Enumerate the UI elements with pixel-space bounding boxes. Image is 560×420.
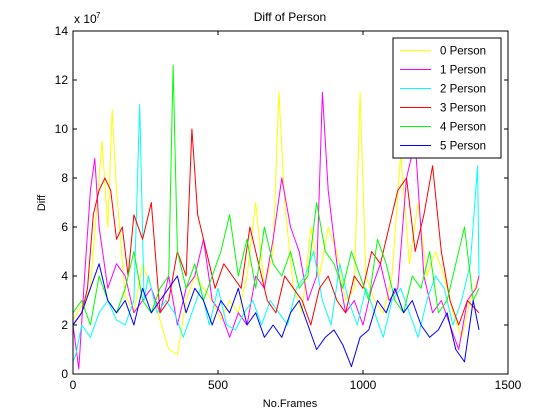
legend: 0 Person 1 Person 2 Person 3 Person 4 Person… [392, 37, 502, 159]
legend-entry-label: 0 Person [440, 46, 486, 58]
series-line-4 [73, 64, 480, 326]
y-tick-label: 6 [61, 220, 68, 234]
y-tick-label: 0 [61, 367, 68, 381]
y-axis-title: Diff [36, 194, 48, 211]
x-tick-label: 500 [208, 378, 228, 392]
legend-entry-label: 4 Person [440, 122, 486, 134]
y-tick-label: 2 [61, 318, 68, 332]
legend-entry-label: 1 Person [440, 65, 486, 77]
x-tick-label: 0 [70, 378, 77, 392]
plot-frame [72, 30, 509, 375]
y-tick-label: 8 [61, 171, 68, 185]
series-line-5 [73, 263, 480, 368]
legend-entry-label: 3 Person [440, 103, 486, 115]
y-tick-label: 10 [55, 122, 69, 136]
chart-title: Diff of Person [254, 10, 326, 24]
y-multiplier-label: x 10 [74, 12, 97, 26]
y-multiplier-exponent: 7 [96, 11, 101, 20]
x-axis-title: No.Frames [263, 398, 318, 410]
series-line-0 [73, 91, 480, 355]
legend-entry-label: 5 Person [440, 141, 486, 153]
series-line-2 [73, 104, 480, 362]
x-tick-label: 1000 [350, 378, 377, 392]
legend-frame [392, 37, 502, 159]
y-tick-label: 12 [55, 73, 69, 87]
series-line-3 [73, 128, 480, 326]
y-tick-label: 4 [61, 269, 68, 283]
legend-entry-label: 2 Person [440, 84, 486, 96]
y-tick-label: 14 [55, 24, 69, 38]
x-tick-label: 1500 [495, 378, 522, 392]
